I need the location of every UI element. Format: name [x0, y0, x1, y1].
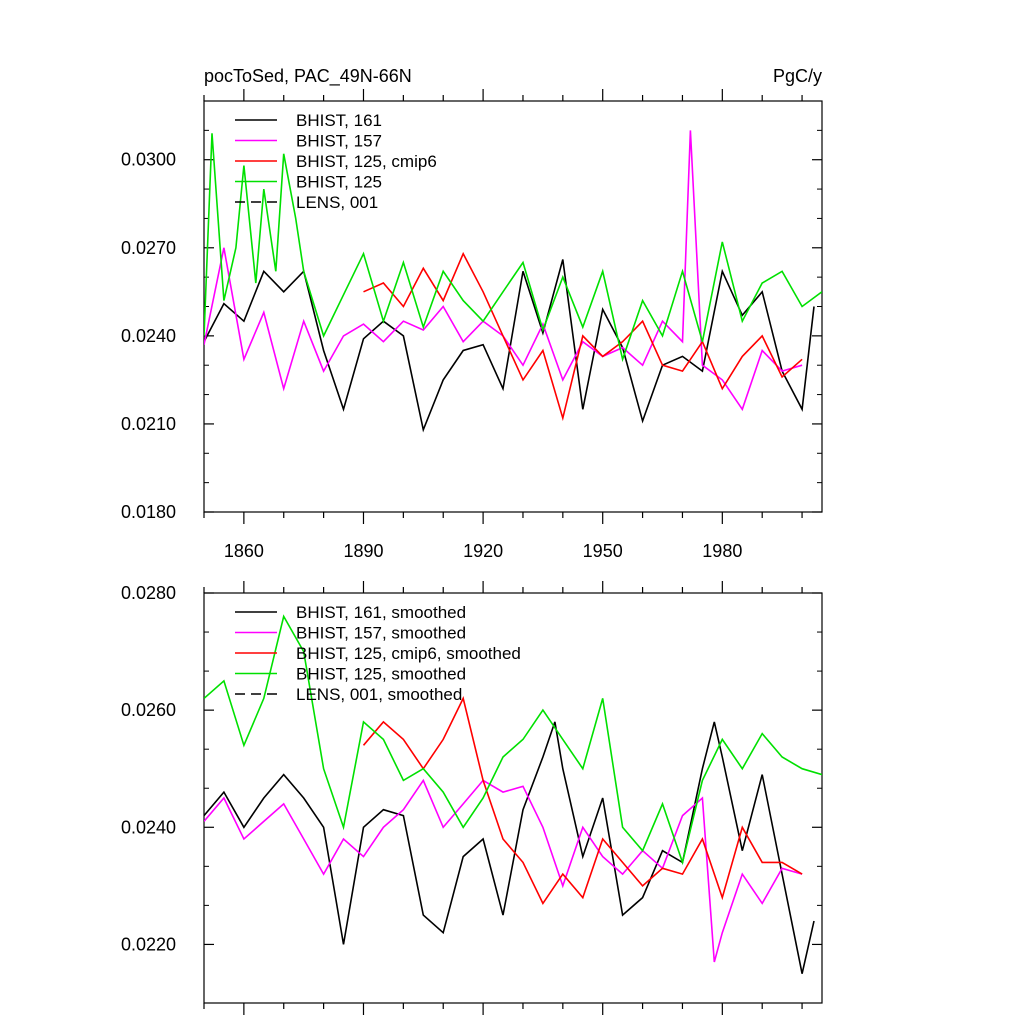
top-plot-area: 0.0180 0.0210 0.0240 0.0270 0.0300 1860 1890 19… [121, 89, 823, 561]
legend: BHIST, 161, smoothed BHIST, 157, smoothed… [235, 603, 521, 704]
y-tick-label: 0.0180 [121, 502, 176, 522]
x-tick-label: 1950 [583, 541, 623, 561]
x-tick-label: 1920 [463, 541, 503, 561]
bottom-plot-area: 0.0220 0.0240 0.0260 0.0280 BHIST, 161, smoo… [121, 581, 823, 1015]
top-panel-title: pocToSed, PAC_49N-66N [204, 66, 412, 87]
legend-label: BHIST, 125, cmip6 [296, 152, 437, 171]
legend-label: BHIST, 157, smoothed [296, 624, 466, 643]
legend-label: BHIST, 161, smoothed [296, 603, 466, 622]
series-group [204, 130, 822, 433]
y-tick-label: 0.0220 [121, 934, 176, 954]
legend-label: BHIST, 161 [296, 111, 382, 130]
y-tick-label: 0.0260 [121, 700, 176, 720]
y-tick-label: 0.0270 [121, 238, 176, 258]
legend-label: LENS, 001 [296, 193, 378, 212]
x-tick-label: 1980 [702, 541, 742, 561]
series-line-3 [362, 696, 803, 905]
series-line-4 [204, 133, 822, 363]
x-tick-label: 1890 [343, 541, 383, 561]
series-group [204, 614, 822, 974]
y-tick-label: 0.0240 [121, 817, 176, 837]
legend-label: BHIST, 125, cmip6, smoothed [296, 644, 521, 663]
top-panel: pocToSed, PAC_49N-66N PgC/y 0.0180 0.0210… [121, 66, 823, 561]
y-tick-label: 0.0300 [121, 150, 176, 170]
x-tick-label: 1860 [224, 541, 264, 561]
legend-label: LENS, 001, smoothed [296, 685, 462, 704]
top-panel-units: PgC/y [773, 66, 822, 86]
series-line-2 [204, 130, 803, 412]
y-tick-label: 0.0240 [121, 326, 176, 346]
legend-label: BHIST, 125 [296, 173, 382, 192]
y-tick-label: 0.0210 [121, 414, 176, 434]
y-tick-label: 0.0280 [121, 583, 176, 603]
series-line-2 [204, 778, 803, 963]
series-line-1 [204, 721, 815, 974]
legend-label: BHIST, 125, smoothed [296, 665, 466, 684]
series-line-4 [204, 614, 822, 866]
plot-frame [203, 592, 823, 1004]
bottom-panel: 0.0220 0.0240 0.0260 0.0280 BHIST, 161, smoo… [121, 581, 823, 1015]
legend-label: BHIST, 157 [296, 132, 382, 151]
